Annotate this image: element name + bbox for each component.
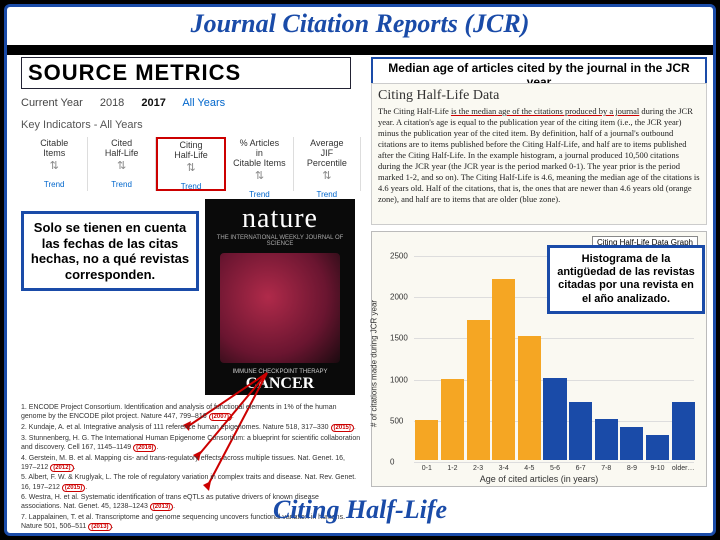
indicator-2[interactable]: CitingHalf-Life⇅Trend <box>156 137 226 191</box>
nature-subtitle: THE INTERNATIONAL WEEKLY JOURNAL OF SCIE… <box>205 235 355 247</box>
year-2018[interactable]: 2018 <box>100 97 124 109</box>
indicator-1[interactable]: CitedHalf-Life⇅Trend <box>88 137 155 191</box>
nature-headline: CANCER <box>205 375 355 393</box>
xtick: 0-1 <box>422 465 432 472</box>
xtick: 9-10 <box>651 465 665 472</box>
bar-older… <box>672 402 695 460</box>
bar-5-6 <box>543 378 566 460</box>
year-label: Current Year <box>21 97 83 109</box>
ytick: 500 <box>390 416 403 425</box>
bar-1-2 <box>441 379 464 460</box>
citing-half-life-panel: Citing Half-Life Data The Citing Half-Li… <box>371 83 707 225</box>
indicator-3[interactable]: % ArticlesinCitable Items⇅Trend <box>226 137 293 191</box>
xtick: 4-5 <box>524 465 534 472</box>
ytick: 1000 <box>390 375 408 384</box>
ytick: 2500 <box>390 252 408 261</box>
page-title: Journal Citation Reports (JCR) <box>7 9 713 39</box>
year-all[interactable]: All Years <box>182 97 225 109</box>
xtick: 5-6 <box>550 465 560 472</box>
indicator-0[interactable]: CitableItems⇅Trend <box>21 137 88 191</box>
reference-item: 3. Stunnenberg, H. G. The International … <box>21 434 361 453</box>
panel-body: The Citing Half-Life is the median age o… <box>378 106 700 205</box>
nature-cover: nature THE INTERNATIONAL WEEKLY JOURNAL … <box>205 199 355 395</box>
y-axis-label: # of citations made during JCR year <box>370 300 379 427</box>
reference-item: 4. Gerstein, M. B. et al. Mapping cis- a… <box>21 454 361 473</box>
reference-item: 1. ENCODE Project Consortium. Identifica… <box>21 403 361 422</box>
xtick: 3-4 <box>499 465 509 472</box>
bar-8-9 <box>620 427 643 460</box>
bar-2-3 <box>467 320 490 460</box>
xtick: 1-2 <box>447 465 457 472</box>
nature-cover-image <box>220 253 340 363</box>
separator <box>7 45 713 55</box>
panel-heading: Citing Half-Life Data <box>378 88 700 104</box>
year-tabs: Current Year 2018 2017 All Years <box>21 97 239 109</box>
nature-logo: nature <box>205 199 355 235</box>
bar-6-7 <box>569 402 592 460</box>
bar-4-5 <box>518 336 541 460</box>
x-axis-label: Age of cited articles (in years) <box>372 474 706 484</box>
xtick: older… <box>672 465 695 472</box>
indicators-row: CitableItems⇅TrendCitedHalf-Life⇅TrendCi… <box>21 137 361 191</box>
note-right: Histograma de la antigüedad de las revis… <box>547 245 705 314</box>
note-left: Solo se tienen en cuenta las fechas de l… <box>21 211 199 291</box>
reference-item: 5. Albert, F. W. & Kruglyak, L. The role… <box>21 473 361 492</box>
bar-7-8 <box>595 419 618 460</box>
ytick: 1500 <box>390 334 408 343</box>
ytick: 0 <box>390 458 394 467</box>
bar-3-4 <box>492 279 515 460</box>
key-indicators-label: Key Indicators - All Years <box>21 119 143 131</box>
bar-9-10 <box>646 435 669 460</box>
year-2017[interactable]: 2017 <box>141 97 165 109</box>
bottom-title: Citing Half-Life <box>7 495 713 525</box>
xtick: 7-8 <box>601 465 611 472</box>
ytick: 2000 <box>390 293 408 302</box>
source-metrics-heading: SOURCE METRICS <box>21 57 351 89</box>
reference-item: 2. Kundaje, A. et al. Integrative analys… <box>21 423 361 433</box>
xtick: 6-7 <box>576 465 586 472</box>
indicator-4[interactable]: AverageJIFPercentile⇅Trend <box>294 137 361 191</box>
xtick: 2-3 <box>473 465 483 472</box>
xtick: 8-9 <box>627 465 637 472</box>
bar-0-1 <box>415 420 438 460</box>
